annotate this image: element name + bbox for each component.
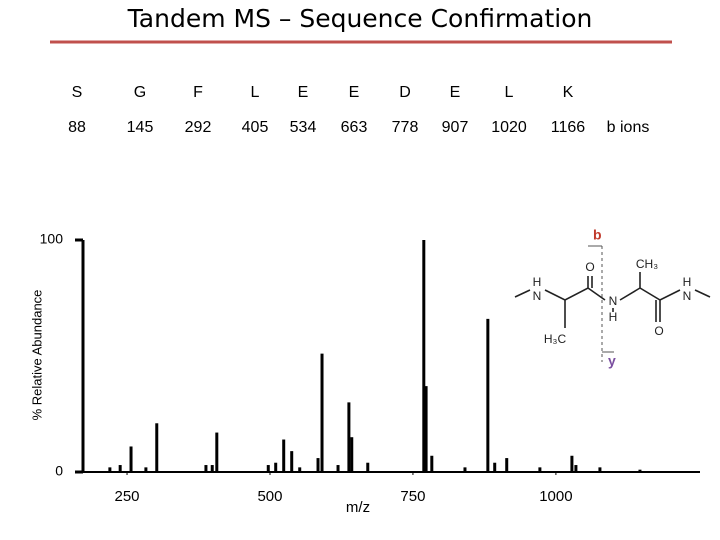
residue: G	[134, 84, 146, 101]
atom: H	[683, 275, 692, 289]
atom: H	[533, 275, 542, 289]
b-ion-mass: 778	[392, 119, 419, 136]
residue: L	[251, 84, 260, 101]
atom: N	[533, 289, 542, 303]
structure-frame	[515, 222, 710, 374]
residue: E	[349, 84, 360, 101]
residue: K	[563, 84, 574, 101]
b-ion-mass: 88	[68, 119, 86, 136]
atom: N	[609, 294, 618, 308]
x-tick-label: 1000	[539, 488, 572, 505]
b-ion-mass: 907	[442, 119, 469, 136]
cleavage-arrows	[588, 245, 614, 353]
atom: O	[654, 324, 663, 338]
structure: b y H N O CH₃ N H O H₃C H N	[514, 222, 711, 374]
atom: N	[683, 289, 692, 303]
atom: H	[609, 310, 618, 324]
slide-title: Tandem MS – Sequence Confirmation	[127, 4, 593, 33]
b-ions-label: b ions	[607, 119, 650, 136]
x-tick-label: 250	[115, 488, 140, 505]
residue: L	[505, 84, 514, 101]
residue: E	[450, 84, 461, 101]
residue: D	[399, 84, 411, 101]
b-ion-mass: 663	[341, 119, 368, 136]
b-label: b	[593, 227, 602, 243]
atom: H₃C	[544, 332, 567, 346]
b-ion-mass: 145	[127, 119, 154, 136]
residue: E	[298, 84, 309, 101]
bonds	[514, 272, 711, 328]
b-ion-mass: 405	[242, 119, 269, 136]
x-axis-label: m/z	[346, 499, 370, 516]
b-ion-mass: 292	[185, 119, 212, 136]
atom: O	[585, 260, 594, 274]
sequence-table: S 88 G 145 F 292 L 405 E 534 E 663 D 778 E 907 L 1020 K 116…	[68, 84, 649, 136]
atom: CH₃	[636, 257, 658, 271]
spectrum: 0 100 250 500 750 1000	[40, 231, 700, 505]
b-ion-mass: 1020	[491, 119, 527, 136]
y-tick-label: 100	[40, 231, 64, 247]
y-label: y	[608, 353, 616, 369]
residue: F	[193, 84, 203, 101]
y-axis-label: % Relative Abundance	[29, 290, 44, 421]
y-tick-label: 0	[55, 463, 63, 479]
x-tick-label: 500	[257, 488, 282, 505]
b-ion-mass: 534	[290, 119, 317, 136]
x-tick-label: 750	[400, 488, 425, 505]
b-ion-mass: 1166	[551, 119, 586, 136]
residue: S	[72, 84, 83, 101]
